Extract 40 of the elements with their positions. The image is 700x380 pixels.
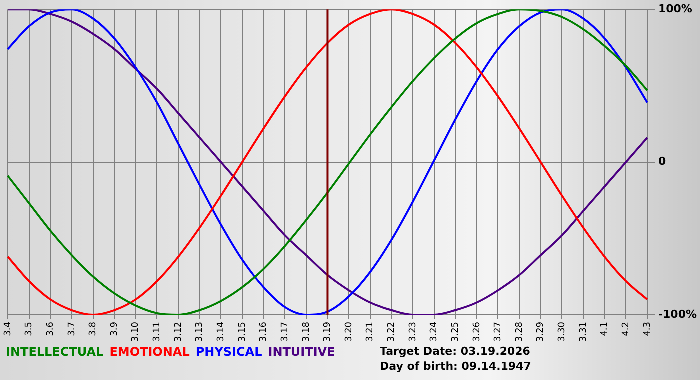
x-tick-label: 3.8 xyxy=(88,322,99,336)
x-tick-label: 3.19 xyxy=(323,322,334,342)
x-tick-label: 3.17 xyxy=(280,322,290,342)
x-tick-label: 3.23 xyxy=(408,322,418,342)
x-tick-label: 3.28 xyxy=(514,322,525,342)
x-tick-label: 3.11 xyxy=(152,322,163,342)
x-tick-label: 3.9 xyxy=(110,322,120,336)
text: Day of birth: 09.14.1947 xyxy=(380,359,532,374)
x-tick-label: 3.4 xyxy=(3,322,14,336)
x-tick-label: 3.10 xyxy=(131,322,142,342)
x-tick-label: 3.14 xyxy=(216,322,226,342)
text: INTELLECTUAL xyxy=(6,345,104,359)
x-tick-label: 3.26 xyxy=(472,322,482,342)
x-tick-label: 3.12 xyxy=(174,322,184,342)
text: INTUITIVE xyxy=(268,345,336,359)
x-tick-label: 3.30 xyxy=(558,322,568,342)
x-tick-label: 3.5 xyxy=(24,322,35,336)
x-tick-label: 4.3 xyxy=(642,322,653,336)
x-tick-label: 3.22 xyxy=(387,322,398,342)
y-tick-label: -100% xyxy=(658,308,698,321)
x-tick-label: 4.1 xyxy=(600,322,610,336)
x-tick-label: 3.7 xyxy=(67,322,78,336)
x-tick-label: 3.15 xyxy=(238,322,248,342)
x-tick-label: 3.31 xyxy=(578,322,589,342)
x-tick-label: 3.27 xyxy=(494,322,504,342)
x-tick-label: 3.20 xyxy=(344,322,354,342)
x-tick-label: 3.6 xyxy=(46,322,56,336)
x-tick-label: 3.16 xyxy=(259,322,270,342)
x-tick-label: 3.21 xyxy=(366,322,376,342)
x-tick-label: 3.18 xyxy=(302,322,312,342)
text: PHYSICAL xyxy=(196,345,262,359)
x-tick-label: 4.2 xyxy=(621,322,632,336)
text: Target Date: 03.19.2026 xyxy=(380,344,532,359)
y-tick-label: 0 xyxy=(658,155,666,168)
x-tick-label: 3.24 xyxy=(430,322,440,342)
text: EMOTIONAL xyxy=(110,345,190,359)
y-tick-label: 100% xyxy=(658,2,692,16)
x-tick-label: 3.25 xyxy=(450,322,461,342)
x-tick-label: 3.13 xyxy=(195,322,206,342)
x-tick-label: 3.29 xyxy=(536,322,546,342)
